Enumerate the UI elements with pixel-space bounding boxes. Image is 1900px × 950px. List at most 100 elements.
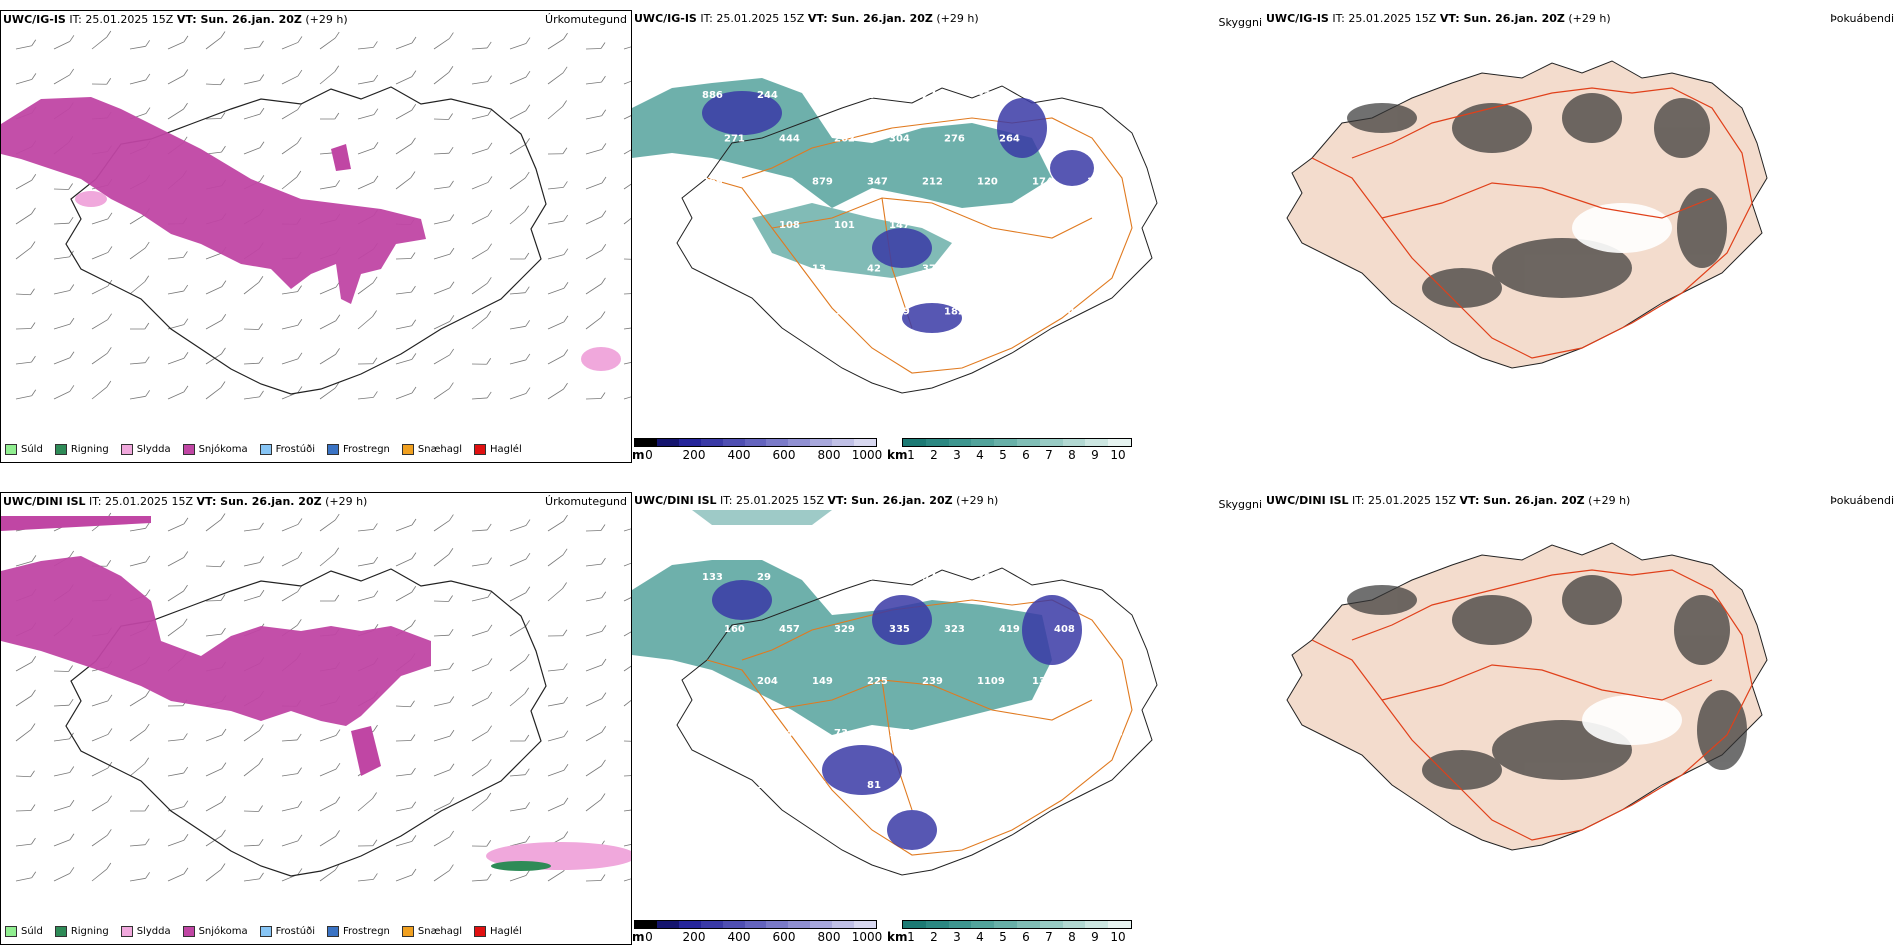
wind-barb-flag — [449, 797, 455, 804]
wind-barb-flag — [449, 281, 455, 288]
blue-high-terrain — [712, 580, 1082, 850]
wind-barb-flag — [486, 310, 492, 318]
wind-barb — [433, 668, 450, 672]
wind-barb — [53, 40, 71, 50]
wind-barb — [243, 763, 260, 777]
wind-barb-flag — [600, 793, 606, 800]
wind-barb — [167, 75, 184, 85]
wind-barb-flag — [525, 138, 530, 145]
legend-label: Rigning — [70, 925, 109, 937]
lead-time: (+29 h) — [305, 13, 348, 26]
wind-barb — [623, 844, 631, 847]
wind-barb — [15, 877, 32, 882]
wind-barb-flag — [563, 282, 569, 289]
legend-item-2: Slydda — [120, 925, 171, 937]
it-label: IT: — [69, 13, 82, 26]
wind-barb — [205, 565, 221, 568]
wind-barb-flag — [220, 381, 226, 388]
wind-barb — [53, 222, 70, 225]
legend-item-0: Súld — [5, 925, 43, 937]
colorbar-cell — [994, 439, 1017, 446]
wind-barb — [15, 179, 32, 190]
wind-barb-flag — [449, 214, 455, 221]
wind-barb-flag — [145, 390, 150, 397]
wind-barb — [205, 353, 222, 365]
wind-barb-flag — [449, 729, 455, 737]
wind-barb — [205, 633, 222, 637]
wind-barb-flag — [410, 734, 416, 741]
colorbar-cell — [635, 921, 657, 928]
colorbar-cell — [903, 439, 926, 446]
wind-barb-flag — [259, 40, 264, 48]
rain-patch-se — [491, 861, 551, 871]
wind-barb — [15, 328, 32, 330]
wind-barb — [395, 291, 412, 295]
wind-barb — [509, 177, 526, 190]
wind-barb-flag — [563, 764, 569, 771]
elevation-label: 204 — [757, 676, 778, 687]
wind-barb-flag — [334, 31, 340, 39]
colorbar-cell — [788, 921, 811, 928]
wind-barb — [167, 523, 185, 532]
wind-barb-flag — [562, 147, 568, 154]
wind-barb-flag — [525, 37, 531, 44]
wind-barb — [15, 45, 32, 50]
wind-barb-flag — [335, 796, 341, 803]
wind-barb-flag — [69, 385, 75, 392]
elevation-label: 93 — [1109, 728, 1123, 739]
wind-barb-flag — [601, 277, 606, 285]
wind-barb — [91, 352, 108, 365]
wind-barb-flag — [524, 286, 530, 293]
wind-barb — [585, 664, 603, 672]
wind-barb-flag — [563, 514, 568, 522]
precip-title: Úrkomutegund — [545, 495, 627, 508]
wind-barb — [433, 186, 450, 190]
wind-barb — [433, 118, 449, 120]
wind-barb — [129, 79, 146, 85]
wind-barb-flag — [68, 183, 73, 190]
wind-barb-flag — [486, 523, 492, 531]
wind-barb-flag — [562, 582, 567, 589]
iceland-land — [1286, 60, 1768, 369]
elevation-label: 444 — [779, 133, 800, 144]
wind-barb-flag — [372, 310, 377, 317]
legend-item-2: Slydda — [120, 443, 171, 455]
wind-barb-flag — [373, 556, 379, 564]
wind-barb-flag — [69, 317, 75, 325]
iceland-outline — [65, 568, 547, 877]
legend-swatch — [259, 925, 272, 937]
wind-barb-flag — [183, 352, 189, 359]
vis-tick: 2 — [930, 930, 938, 944]
colorbar-cell — [1108, 921, 1131, 928]
wind-barb-flag — [449, 315, 455, 322]
wind-barb — [53, 738, 70, 742]
wind-barb — [471, 630, 489, 637]
wind-barb — [623, 809, 631, 812]
wind-barb — [395, 359, 413, 365]
wind-barb — [91, 700, 109, 707]
wind-barb-flag — [411, 585, 417, 593]
legend-label: Rigning — [70, 443, 109, 455]
wind-barb-flag — [563, 797, 569, 805]
legend-swatch — [5, 443, 17, 455]
wind-barb-flag — [220, 863, 226, 870]
colorbar-cell — [854, 439, 876, 446]
white-glacier — [1582, 695, 1682, 745]
wind-barb-flag — [487, 624, 493, 632]
wind-barb — [15, 79, 33, 85]
wind-barb-flag — [221, 728, 227, 736]
wind-barb — [585, 115, 602, 120]
teal-strip — [692, 510, 832, 525]
elev-tick: 400 — [727, 930, 751, 944]
wind-barb — [471, 879, 488, 882]
sleet-patch-se — [581, 347, 621, 371]
colorbar-cell — [700, 921, 723, 928]
elevation-label: 184 — [702, 676, 723, 687]
colorbar-cell — [635, 439, 657, 446]
wind-barb — [91, 801, 108, 812]
wind-barb — [509, 875, 527, 882]
it-value: 25.01.2025 15Z — [736, 494, 825, 507]
wind-barb — [281, 524, 299, 532]
elevation-label: 134 — [1032, 676, 1053, 687]
elevation-label: 305 — [977, 572, 998, 583]
